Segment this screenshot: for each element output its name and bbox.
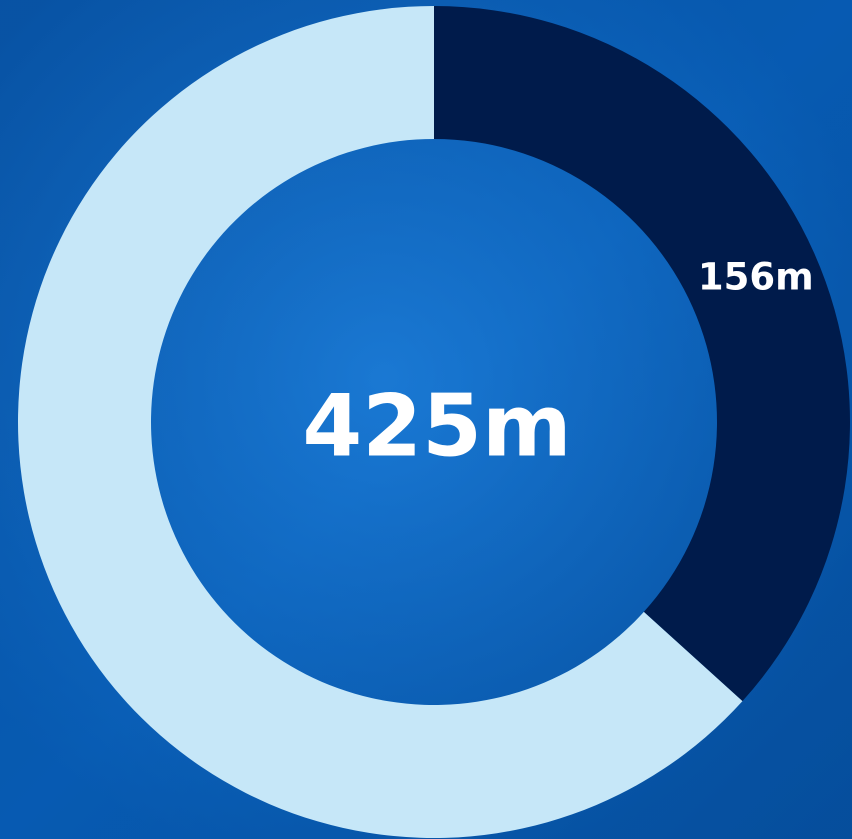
donut bbox=[17, 6, 850, 838]
center-label: 425m bbox=[302, 376, 571, 476]
donut-segment bbox=[434, 6, 850, 702]
donut-segment bbox=[17, 6, 743, 838]
segment-label: 156m bbox=[698, 256, 814, 299]
